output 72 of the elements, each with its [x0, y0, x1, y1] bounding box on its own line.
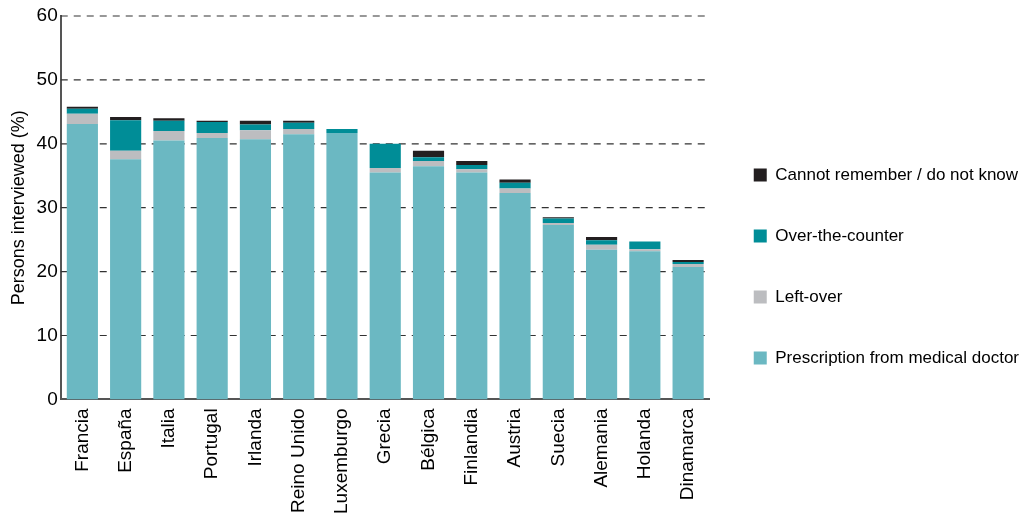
- legend-label: Over-the-counter: [775, 225, 905, 245]
- x-tick-label: Suecia: [546, 407, 568, 467]
- bar: [66, 113, 98, 124]
- x-tick-label: Luxemburgo: [330, 408, 352, 514]
- y-tick-label: 40: [36, 132, 58, 154]
- bar: [412, 157, 445, 162]
- y-tick-label: 20: [36, 259, 58, 281]
- x-tick-label: Grecia: [373, 407, 395, 465]
- bar: [629, 241, 661, 250]
- y-tick-label: 10: [36, 323, 58, 345]
- bar: [672, 267, 704, 400]
- bar: [110, 150, 142, 160]
- x-tick-label: Dinamarca: [676, 407, 698, 501]
- x-tick-label: Alemania: [589, 407, 611, 488]
- bar: [586, 240, 618, 245]
- bar: [412, 161, 445, 167]
- bar: [586, 249, 618, 400]
- bar: [456, 172, 488, 400]
- bar: [672, 263, 704, 268]
- bar: [499, 182, 531, 189]
- bar: [66, 123, 98, 400]
- x-tick-label: Austria: [503, 407, 525, 468]
- bar: [110, 116, 142, 121]
- bar: [499, 192, 531, 400]
- bar: [239, 139, 272, 400]
- legend-label: Cannot remember / do not know: [775, 164, 1019, 184]
- x-tick-label: Irlanda: [243, 407, 265, 467]
- bar: [542, 224, 574, 400]
- x-tick-label: Portugal: [200, 408, 222, 480]
- bar: [110, 159, 142, 400]
- bar: [326, 132, 358, 400]
- legend-label: Left-over: [775, 286, 843, 306]
- bar: [283, 129, 315, 135]
- bar: [499, 179, 531, 183]
- x-tick-label: Italia: [157, 407, 179, 449]
- bar: [239, 120, 272, 125]
- bar: [153, 120, 185, 132]
- bar: [239, 130, 272, 140]
- bar: [369, 143, 401, 169]
- bar: [456, 161, 488, 165]
- bar: [153, 140, 185, 400]
- bar: [283, 134, 315, 400]
- legend-label: Prescription from medical doctor: [775, 347, 1020, 367]
- bar: [586, 244, 618, 250]
- x-tick-label: Reino Unido: [286, 408, 308, 513]
- bar: [412, 166, 445, 400]
- x-tick-label: Bélgica: [416, 407, 438, 471]
- bar: [326, 129, 358, 133]
- bar: [456, 169, 488, 173]
- x-tick-label: Finlandia: [460, 407, 482, 486]
- bar: [499, 188, 531, 193]
- y-tick-label: 30: [36, 195, 58, 217]
- bar: [196, 132, 228, 139]
- bar: [369, 168, 401, 173]
- bar: [196, 122, 228, 133]
- bar: [369, 172, 401, 400]
- bar: [586, 237, 618, 241]
- x-tick-label: Francia: [70, 407, 92, 472]
- bar: [66, 108, 98, 114]
- x-tick-label: España: [113, 407, 135, 473]
- x-tick-label: Holanda: [633, 407, 655, 480]
- y-tick-label: 0: [47, 387, 58, 409]
- bar: [153, 118, 185, 121]
- bar: [412, 150, 445, 158]
- y-tick-label: 50: [36, 68, 58, 90]
- y-axis-title: Persons interviewed (%): [7, 110, 28, 306]
- y-tick-label: 60: [36, 4, 58, 26]
- bar: [629, 251, 661, 400]
- bar: [196, 138, 228, 400]
- bar: [110, 120, 142, 151]
- bar: [153, 131, 185, 141]
- bar: [283, 122, 315, 130]
